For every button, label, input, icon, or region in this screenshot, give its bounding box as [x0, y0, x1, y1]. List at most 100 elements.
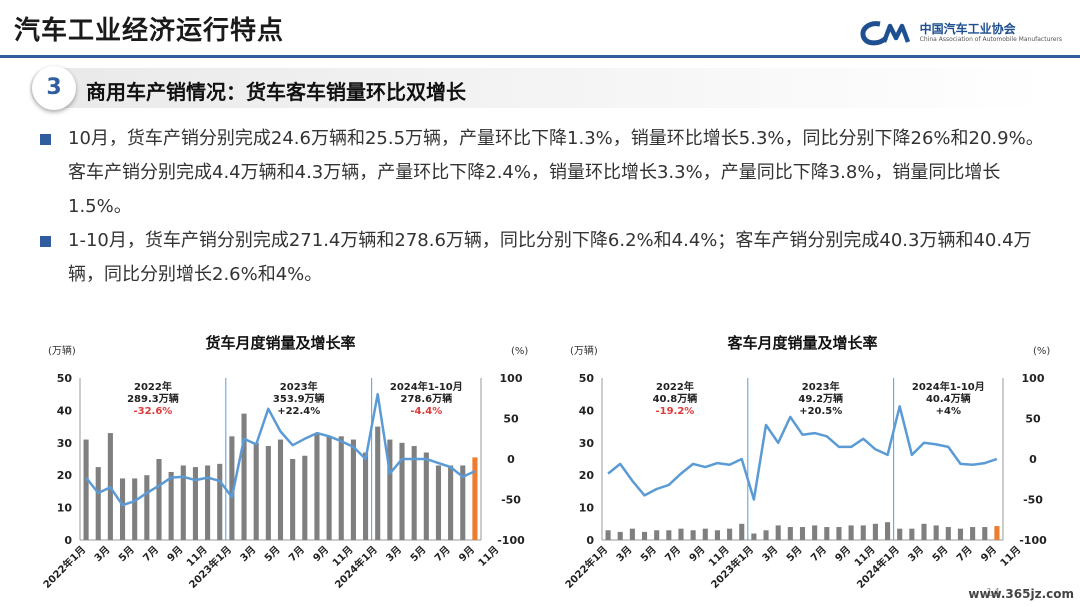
y-left-tick-label: 20 — [57, 469, 73, 482]
section-number: 3 — [32, 66, 76, 110]
chart-canvas: 货车月度销量及增长率 (万辆) (%) 0 10 20 30 40 50 -100 -50 0 50 10… — [40, 334, 528, 591]
caam-logo-icon — [860, 21, 910, 46]
annotation-year: 2022年 — [134, 380, 172, 393]
x-tick-label: 7月 — [663, 544, 683, 564]
bar — [302, 455, 308, 540]
square-bullet-icon — [40, 236, 51, 247]
annotation-total: 353.9万辆 — [273, 392, 325, 405]
logo: 中国汽车工业协会 China Association of Automobile… — [860, 18, 1062, 48]
y-left-tick-label: 10 — [579, 502, 595, 515]
annotation-year: 2023年 — [802, 380, 840, 393]
x-tick-label: 7月 — [808, 544, 828, 564]
bullet-item: 1-10月，货车产销分别完成271.4万辆和278.6万辆，同比分别下降6.2%… — [36, 224, 1056, 292]
bar — [641, 531, 648, 540]
bar — [982, 527, 988, 540]
x-tick-label: 7月 — [286, 544, 306, 564]
bar — [350, 439, 356, 540]
y-left-tick-label: 50 — [579, 372, 595, 385]
section-bar — [30, 68, 1050, 108]
bar — [885, 522, 891, 540]
bar — [897, 528, 903, 540]
bar — [836, 527, 842, 540]
bar — [277, 439, 284, 540]
bullet-item: 10月，货车产销分别完成24.6万辆和25.5万辆，产量环比下降1.3%，销量环… — [36, 122, 1056, 224]
x-tick-label: 3月 — [906, 544, 926, 564]
bullet-text: 1-10月，货车产销分别完成271.4万辆和278.6万辆，同比分别下降6.2%… — [68, 230, 1032, 285]
bus-sales-chart: 客车月度销量及增长率 (万辆) (%) 0 10 20 30 40 50 -100 -50 0 50 10… — [540, 326, 1060, 605]
bar — [338, 436, 344, 540]
bar — [363, 452, 369, 540]
x-tick-label: 3月 — [614, 544, 634, 564]
bar — [229, 436, 235, 540]
y-left-tick-label: 30 — [57, 437, 73, 450]
y-left-unit: (万辆) — [48, 344, 76, 357]
bar — [180, 465, 186, 540]
y-left-unit: (万辆) — [570, 344, 598, 357]
x-tick-label: 9月 — [457, 544, 477, 564]
x-tick-label: 9月 — [165, 544, 185, 564]
y-right-tick-label: 50 — [1025, 413, 1041, 426]
bar — [739, 523, 745, 540]
y-right-tick-label: -50 — [1023, 494, 1043, 507]
bar — [812, 525, 818, 540]
bar — [314, 433, 320, 540]
y-left-tick-label: 30 — [579, 437, 595, 450]
bar — [411, 446, 417, 540]
bar — [678, 528, 684, 540]
bar — [156, 459, 162, 540]
bullet-list: 10月，货车产销分别完成24.6万辆和25.5万辆，产量环比下降1.3%，销量环… — [36, 122, 1056, 292]
bar — [921, 523, 927, 540]
annotation-total: 289.3万辆 — [127, 392, 179, 405]
bar — [205, 465, 211, 540]
y-right-tick-label: 50 — [503, 413, 519, 426]
x-tick-label: 2022年1月 — [40, 543, 88, 591]
bar — [265, 446, 271, 540]
bar — [824, 527, 830, 540]
x-tick-label: 3月 — [238, 544, 258, 564]
x-tick-label: 5月 — [116, 544, 136, 564]
bar — [751, 533, 757, 540]
x-tick-label: 9月 — [833, 544, 853, 564]
logo-name-cn: 中国汽车工业协会 — [919, 22, 1016, 36]
y-right-tick-label: 0 — [1029, 453, 1037, 466]
page-number: 14 — [986, 586, 1000, 599]
bar — [957, 528, 964, 540]
x-tick-label: 7月 — [432, 544, 452, 564]
x-tick-label: 5月 — [784, 544, 804, 564]
bar — [448, 465, 454, 540]
bullet-text: 10月，货车产销分别完成24.6万辆和25.5万辆，产量环比下降1.3%，销量环… — [68, 128, 1044, 217]
y-right-tick-label: -100 — [1019, 534, 1047, 547]
chart-canvas: 客车月度销量及增长率 (万辆) (%) 0 10 20 30 40 50 -100 -50 0 50 10… — [562, 334, 1050, 591]
x-tick-label: 7月 — [141, 544, 161, 564]
bar — [326, 436, 332, 540]
page-title: 汽车工业经济运行特点 — [14, 16, 285, 46]
annotation-year: 2022年 — [656, 380, 694, 393]
y-left-tick-label: 40 — [57, 404, 73, 417]
y-left-tick-label: 0 — [586, 534, 594, 547]
x-tick-label: 3月 — [760, 544, 780, 564]
x-tick-label: 5月 — [408, 544, 428, 564]
y-left-tick-label: 0 — [64, 534, 72, 547]
annotation-year: 2023年 — [280, 380, 318, 393]
x-tick-label: 7月 — [954, 544, 974, 564]
x-tick-label: 11月 — [998, 544, 1023, 569]
bar — [872, 523, 878, 540]
bar — [192, 467, 198, 540]
bar — [144, 475, 150, 540]
y-left-tick-label: 50 — [57, 372, 73, 385]
bar — [241, 413, 247, 540]
bar — [787, 527, 793, 540]
growth-rate-line — [85, 392, 476, 507]
bar — [763, 530, 769, 540]
bar — [775, 525, 781, 540]
bar — [435, 465, 442, 540]
growth-rate-line — [607, 405, 998, 501]
truck-sales-chart: 货车月度销量及增长率 (万辆) (%) 0 10 20 30 40 50 -100 -50 0 50 10… — [18, 326, 538, 605]
bar — [714, 530, 720, 540]
footer-url: www.365jz.com — [968, 587, 1074, 601]
annotation-rate: -4.4% — [410, 406, 442, 417]
bar — [666, 530, 672, 540]
y-right-unit: (%) — [511, 346, 528, 357]
x-tick-label: 5月 — [930, 544, 950, 564]
bar — [253, 442, 259, 540]
